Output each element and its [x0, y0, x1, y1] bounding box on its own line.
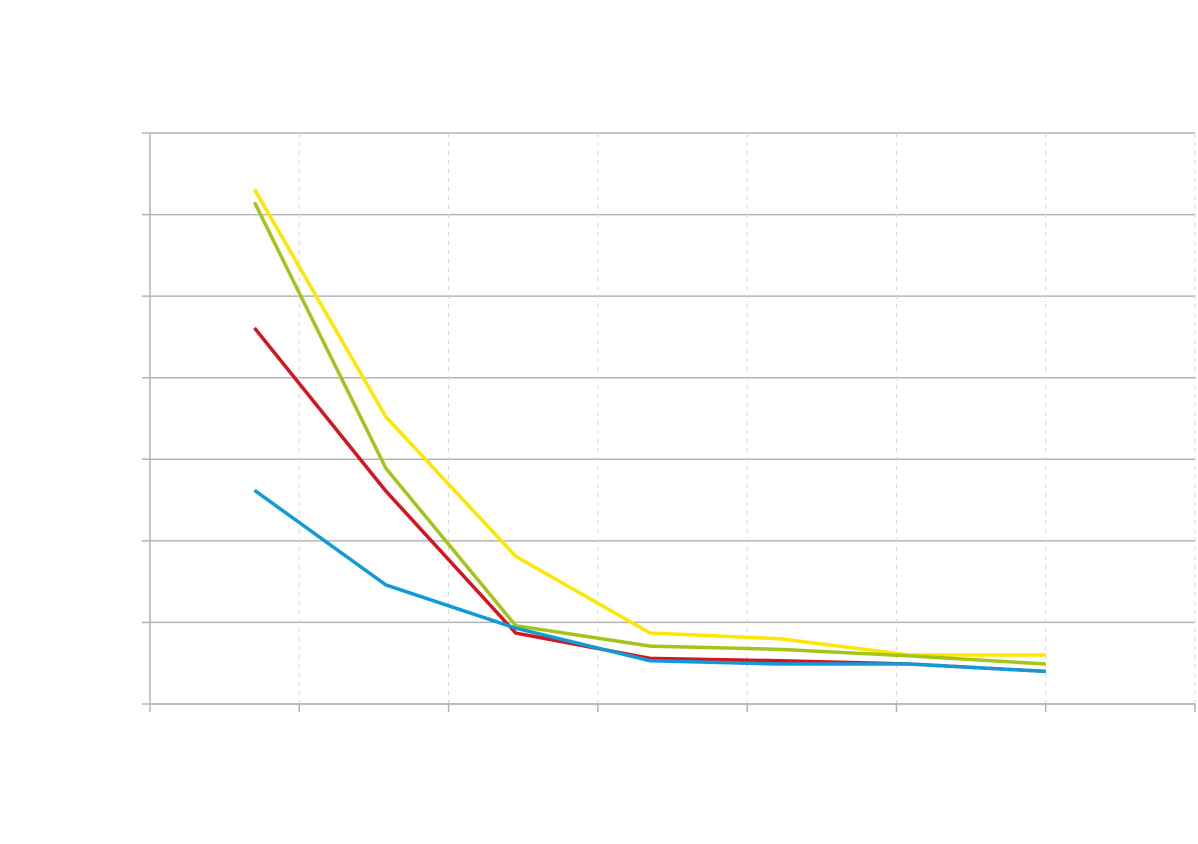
- series-line: [253, 326, 1046, 674]
- series-line: [252, 188, 1046, 657]
- series-line: [252, 201, 1046, 666]
- series-line: [253, 488, 1046, 674]
